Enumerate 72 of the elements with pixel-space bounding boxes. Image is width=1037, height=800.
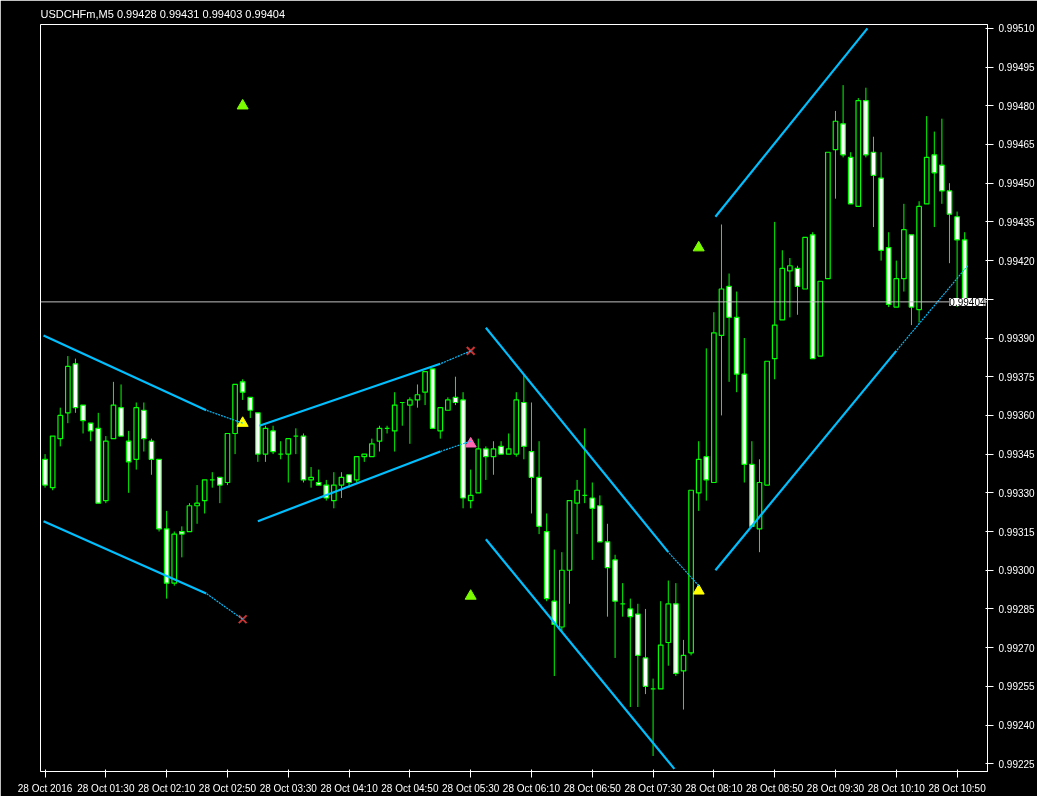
candlestick	[483, 445, 489, 481]
point	[236, 98, 249, 110]
y-tick-label: 0.99300	[998, 565, 1036, 577]
x-tick-label: 28 Oct 02:10	[138, 782, 196, 794]
point	[237, 614, 248, 625]
x-tick-label: 28 Oct 06:50	[563, 782, 622, 794]
candlestick	[368, 438, 375, 458]
x-tick-label: 28 Oct 04:10	[320, 782, 379, 794]
x-tick-label: 28 Oct 2016	[17, 782, 73, 794]
y-tick-label: 0.99495	[998, 62, 1036, 74]
y-tick-label: 0.99450	[998, 178, 1036, 190]
y-tick-label: 0.99255	[998, 681, 1036, 693]
candlestick	[209, 471, 216, 489]
y-tick-label: 0.99435	[998, 216, 1036, 228]
candlestick	[946, 182, 953, 264]
x-tick-label: 28 Oct 06:10	[502, 782, 561, 794]
y-tick-label: 0.99375	[998, 371, 1036, 383]
y-tick-label: 0.99240	[998, 720, 1036, 732]
y-tick-label: 0.99345	[998, 449, 1036, 461]
x-tick-label: 28 Oct 03:30	[259, 782, 318, 794]
candlestick	[353, 456, 360, 484]
candlestick	[787, 257, 793, 318]
y-tick-label: 0.99360	[998, 410, 1036, 422]
candlestick	[308, 466, 314, 489]
candlestick	[239, 378, 246, 401]
candlestick	[467, 469, 474, 509]
candlestick	[194, 484, 200, 525]
candlestick	[422, 370, 428, 406]
candlestick	[589, 482, 596, 561]
candlestick	[201, 479, 208, 514]
x-tick-label: 28 Oct 10:10	[867, 782, 926, 794]
candlestick	[490, 440, 497, 476]
y-tick-label: 0.99330	[998, 487, 1036, 499]
candlestick	[338, 471, 345, 499]
candlestick	[247, 396, 254, 419]
candlestick	[178, 525, 185, 558]
candlestick	[80, 404, 86, 434]
point	[464, 589, 477, 600]
x-tick-label: 28 Oct 02:50	[198, 782, 257, 794]
candlestick	[414, 383, 421, 409]
x-tick-label: 28 Oct 09:30	[806, 782, 865, 794]
candlestick	[627, 598, 634, 708]
point	[465, 346, 476, 356]
y-tick-label: 0.99510	[998, 23, 1036, 35]
x-tick-label: 28 Oct 05:30	[442, 782, 500, 794]
y-tick-label: 0.99270	[998, 642, 1036, 654]
candlestick	[285, 438, 292, 484]
candlestick	[330, 471, 337, 509]
point	[692, 240, 705, 252]
y-tick-label: 0.99480	[998, 100, 1036, 112]
candlestick	[216, 476, 223, 504]
x-tick-label: 28 Oct 07:30	[624, 782, 683, 794]
point	[464, 436, 477, 448]
y-tick-label: 0.99225	[998, 758, 1036, 770]
y-tick-label: 0.99420	[998, 255, 1036, 267]
point	[692, 584, 705, 595]
y-tick-label: 0.99315	[998, 526, 1036, 538]
y-tick-label: 0.99465	[998, 139, 1036, 151]
x-tick-label: 28 Oct 10:50	[928, 782, 987, 794]
candlestick	[270, 425, 276, 455]
candlestick	[407, 396, 413, 445]
candlestick	[277, 440, 284, 460]
candlestick	[551, 549, 558, 677]
x-tick-label: 28 Oct 08:10	[685, 782, 743, 794]
x-tick-label: 28 Oct 04:50	[381, 782, 439, 794]
chart-title: USDCHFm,M5 0.99428 0.99431 0.99403 0.99404	[40, 7, 286, 20]
candlestick	[574, 479, 580, 535]
ref-line-label: 0.99404	[949, 296, 986, 308]
y-tick-label: 0.99390	[998, 333, 1036, 345]
x-tick-label: 28 Oct 01:30	[77, 782, 135, 794]
x-tick-label: 28 Oct 08:50	[746, 782, 804, 794]
y-tick-label: 0.99285	[998, 603, 1036, 615]
